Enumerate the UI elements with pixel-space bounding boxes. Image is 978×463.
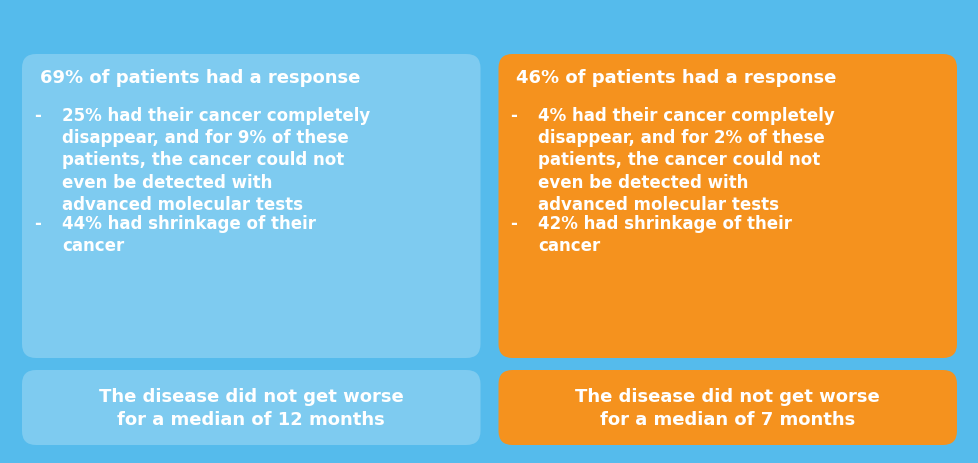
Text: -: - [510, 214, 516, 232]
FancyBboxPatch shape [498, 55, 956, 358]
FancyBboxPatch shape [498, 370, 956, 445]
Text: 25% had their cancer completely
disappear, and for 9% of these
patients, the can: 25% had their cancer completely disappea… [62, 107, 370, 213]
Text: 46% of patients had a response: 46% of patients had a response [516, 69, 836, 87]
Text: -: - [510, 107, 516, 125]
Text: 69% of patients had a response: 69% of patients had a response [40, 69, 360, 87]
Text: -: - [34, 214, 41, 232]
Text: 4% had their cancer completely
disappear, and for 2% of these
patients, the canc: 4% had their cancer completely disappear… [538, 107, 834, 213]
FancyBboxPatch shape [22, 55, 480, 358]
Text: 42% had shrinkage of their
cancer: 42% had shrinkage of their cancer [538, 214, 791, 254]
Text: The disease did not get worse
for a median of 7 months: The disease did not get worse for a medi… [575, 388, 879, 428]
Text: -: - [34, 107, 41, 125]
FancyBboxPatch shape [22, 370, 480, 445]
Text: 44% had shrinkage of their
cancer: 44% had shrinkage of their cancer [62, 214, 316, 254]
Text: The disease did not get worse
for a median of 12 months: The disease did not get worse for a medi… [99, 388, 403, 428]
